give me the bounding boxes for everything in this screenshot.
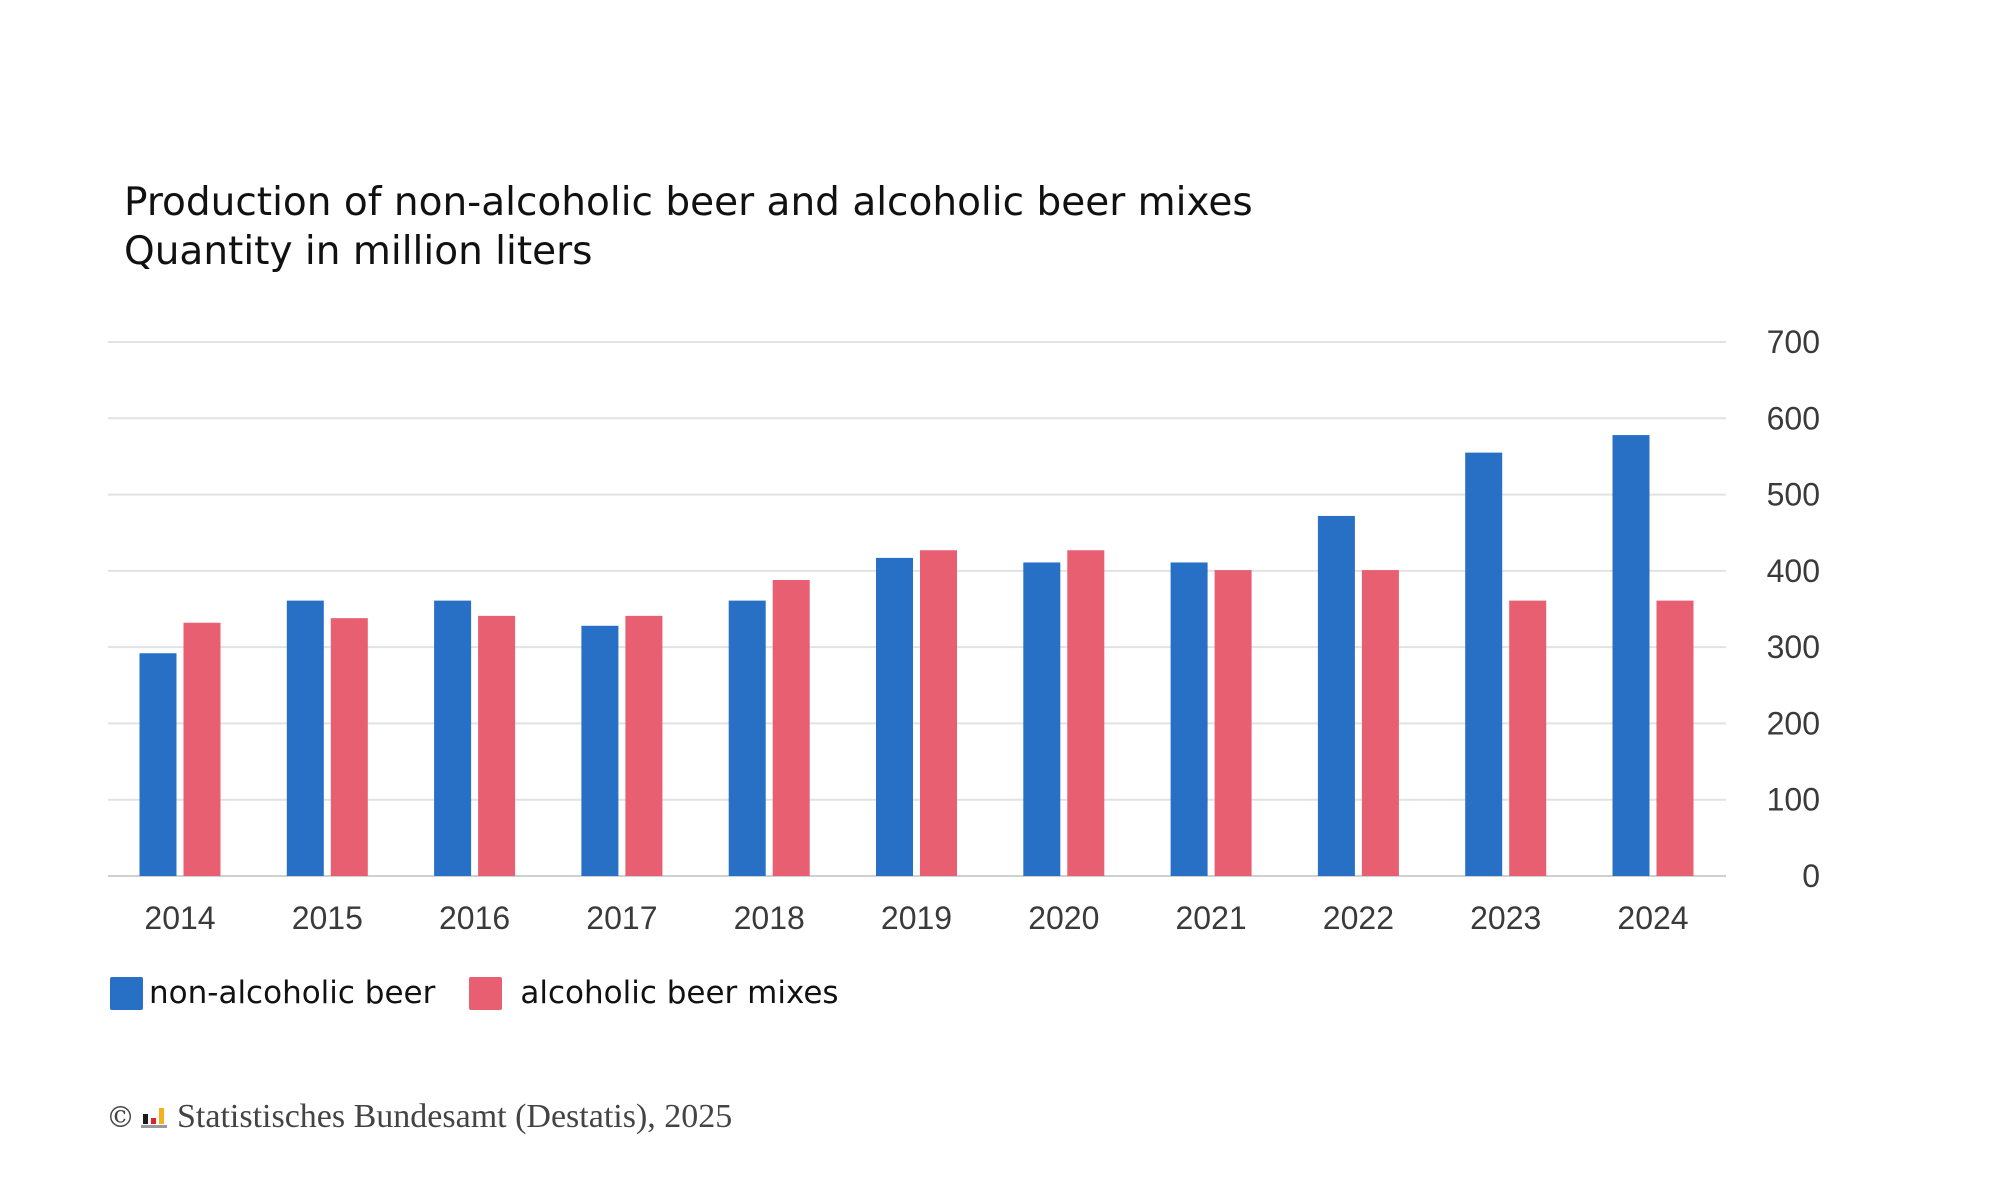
bar-alcoholic-beer-mixes-2023[interactable]: [1509, 600, 1547, 876]
bar-non-alcoholic-beer-2014[interactable]: [139, 653, 177, 876]
x-tick-label: 2018: [734, 900, 805, 936]
y-tick-label: 300: [1767, 629, 1820, 665]
x-tick-label: 2023: [1470, 900, 1541, 936]
bar-non-alcoholic-beer-2015[interactable]: [286, 600, 324, 876]
x-tick-label: 2022: [1323, 900, 1394, 936]
bar-alcoholic-beer-mixes-2014[interactable]: [183, 622, 221, 876]
bar-non-alcoholic-beer-2022[interactable]: [1317, 515, 1355, 876]
bar-non-alcoholic-beer-2018[interactable]: [728, 600, 766, 876]
source-footer: © Statistisches Bundesamt (Destatis), 20…: [106, 1098, 732, 1136]
bar-non-alcoholic-beer-2024[interactable]: [1612, 435, 1650, 876]
bar-alcoholic-beer-mixes-2016[interactable]: [478, 615, 516, 876]
legend-swatch-non-alcoholic-beer: [110, 976, 143, 1010]
bar-non-alcoholic-beer-2019[interactable]: [876, 557, 913, 876]
bar-non-alcoholic-beer-2021[interactable]: [1170, 562, 1208, 876]
gridlines: [108, 341, 1726, 877]
x-axis-ticks: 2014 2015 2016 2017 2018 2019 2020 2021 2022 2023…: [144, 900, 1688, 936]
legend-label-alcoholic-beer-mixes: alcoholic beer mixes: [520, 975, 839, 1011]
bar-alcoholic-beer-mixes-2024[interactable]: [1656, 600, 1694, 876]
legend-item-non-alcoholic-beer[interactable]: non-alcoholic beer: [110, 975, 435, 1011]
bars: [139, 435, 1694, 876]
bar-alcoholic-beer-mixes-2021[interactable]: [1214, 570, 1252, 876]
y-tick-label: 0: [1802, 858, 1820, 894]
x-tick-label: 2017: [586, 900, 657, 936]
x-tick-label: 2019: [881, 900, 952, 936]
bar-alcoholic-beer-mixes-2019[interactable]: [920, 550, 957, 876]
bar-alcoholic-beer-mixes-2018[interactable]: [772, 580, 810, 876]
y-tick-label: 400: [1767, 553, 1820, 589]
x-tick-label: 2016: [439, 900, 510, 936]
destatis-logo-icon: [141, 1108, 167, 1128]
copyright-symbol: ©: [106, 1100, 135, 1134]
y-tick-label: 600: [1767, 400, 1820, 436]
legend-item-alcoholic-beer-mixes[interactable]: alcoholic beer mixes: [469, 975, 839, 1011]
x-tick-label: 2021: [1176, 900, 1247, 936]
legend-swatch-alcoholic-beer-mixes: [469, 976, 503, 1010]
y-tick-label: 700: [1767, 324, 1820, 360]
x-tick-label: 2014: [144, 900, 215, 936]
bar-alcoholic-beer-mixes-2017[interactable]: [625, 615, 663, 876]
y-tick-label: 100: [1767, 782, 1820, 818]
chart-title-block: Production of non-alcoholic beer and alc…: [124, 178, 1253, 276]
bar-alcoholic-beer-mixes-2015[interactable]: [330, 618, 368, 876]
y-tick-label: 200: [1767, 705, 1820, 741]
chart-subtitle: Quantity in million liters: [124, 229, 593, 274]
x-tick-label: 2024: [1617, 900, 1688, 936]
y-tick-label: 500: [1767, 477, 1820, 513]
x-tick-label: 2020: [1028, 900, 1099, 936]
bar-alcoholic-beer-mixes-2022[interactable]: [1361, 570, 1399, 876]
bar-non-alcoholic-beer-2020[interactable]: [1023, 562, 1061, 876]
bar-non-alcoholic-beer-2017[interactable]: [581, 625, 619, 876]
y-axis-ticks: 0 100 200 300 400 500 600 700: [1767, 324, 1820, 894]
bar-alcoholic-beer-mixes-2020[interactable]: [1067, 550, 1105, 876]
legend-label-non-alcoholic-beer: non-alcoholic beer: [149, 975, 436, 1011]
x-tick-label: 2015: [292, 900, 363, 936]
chart-title: Production of non-alcoholic beer and alc…: [124, 180, 1253, 225]
source-text: Statistisches Bundesamt (Destatis), 2025: [177, 1098, 733, 1135]
bar-non-alcoholic-beer-2016[interactable]: [434, 600, 472, 876]
legend: non-alcoholic beer alcoholic beer mixes: [110, 975, 873, 1011]
bar-non-alcoholic-beer-2023[interactable]: [1465, 452, 1503, 876]
